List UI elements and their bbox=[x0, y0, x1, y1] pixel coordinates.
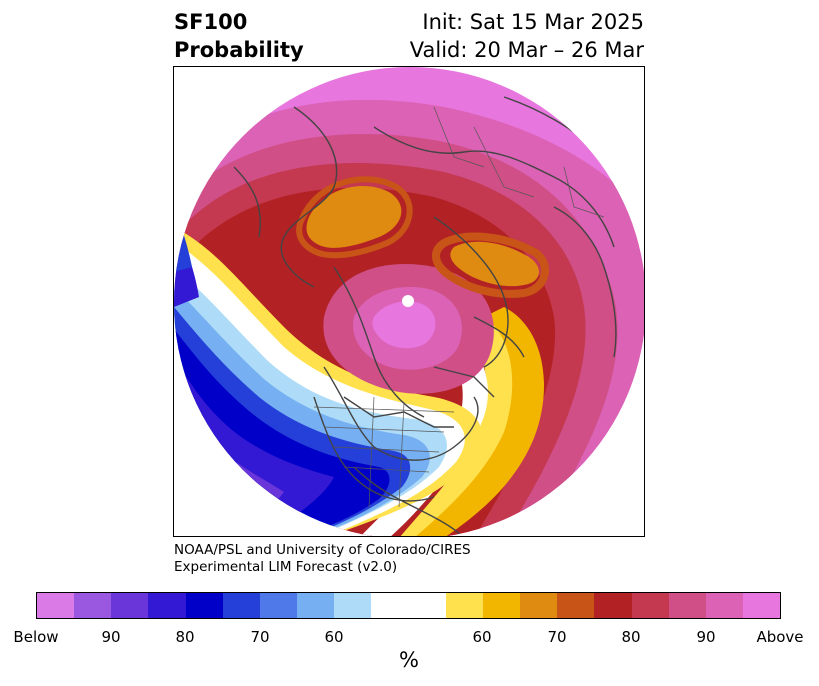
attribution-line2: Experimental LIM Forecast (v2.0) bbox=[174, 559, 398, 575]
colorbar-segment bbox=[334, 593, 372, 618]
colorbar-segment bbox=[557, 593, 595, 618]
colorbar-tick-label: 90 bbox=[696, 628, 716, 646]
colorbar-segment bbox=[408, 593, 446, 618]
colorbar-tick-label: 80 bbox=[621, 628, 641, 646]
colorbar-tick-label: 60 bbox=[472, 628, 492, 646]
colorbar-segment bbox=[668, 593, 706, 618]
colorbar-segment bbox=[297, 593, 335, 618]
colorbar-segment bbox=[111, 593, 149, 618]
attribution-line1: NOAA/PSL and University of Colorado/CIRE… bbox=[174, 542, 471, 558]
colorbar-segment bbox=[185, 593, 223, 618]
colorbar-segment bbox=[445, 593, 483, 618]
attribution: NOAA/PSL and University of Colorado/CIRE… bbox=[174, 542, 471, 576]
colorbar bbox=[36, 592, 781, 619]
colorbar-segment bbox=[705, 593, 743, 618]
borders bbox=[313, 106, 615, 508]
init-date: Init: Sat 15 Mar 2025 bbox=[422, 10, 644, 34]
map-canvas bbox=[174, 67, 644, 536]
colorbar-segment bbox=[594, 593, 632, 618]
title-variable: SF100 bbox=[174, 10, 248, 34]
forecast-map bbox=[173, 66, 645, 537]
colorbar-tick-label: 70 bbox=[547, 628, 567, 646]
colorbar-segment bbox=[259, 593, 298, 618]
title-field: Probability bbox=[174, 38, 304, 62]
probability-field bbox=[174, 67, 644, 536]
colorbar-segment bbox=[371, 593, 409, 618]
map-title: SF100 Probability bbox=[174, 8, 304, 64]
colorbar-tick-label: Below bbox=[13, 628, 59, 646]
colorbar-tick-label: Above bbox=[756, 628, 804, 646]
map-dates: Init: Sat 15 Mar 2025 Valid: 20 Mar – 26… bbox=[410, 8, 644, 64]
colorbar-segment bbox=[37, 593, 75, 618]
colorbar-segment bbox=[742, 593, 781, 618]
colorbar-segment bbox=[222, 593, 260, 618]
colorbar-tick-label: 80 bbox=[175, 628, 195, 646]
coastlines bbox=[233, 96, 617, 536]
colorbar-tick-label: 70 bbox=[250, 628, 270, 646]
colorbar-tick-label: 60 bbox=[324, 628, 344, 646]
colorbar-unit: % bbox=[399, 648, 419, 672]
colorbar-segment bbox=[74, 593, 112, 618]
colorbar-tick-label: 90 bbox=[101, 628, 121, 646]
colorbar-segment bbox=[148, 593, 186, 618]
valid-range: Valid: 20 Mar – 26 Mar bbox=[409, 38, 644, 62]
colorbar-segment bbox=[482, 593, 521, 618]
colorbar-segment bbox=[631, 593, 669, 618]
colorbar-segment bbox=[520, 593, 558, 618]
